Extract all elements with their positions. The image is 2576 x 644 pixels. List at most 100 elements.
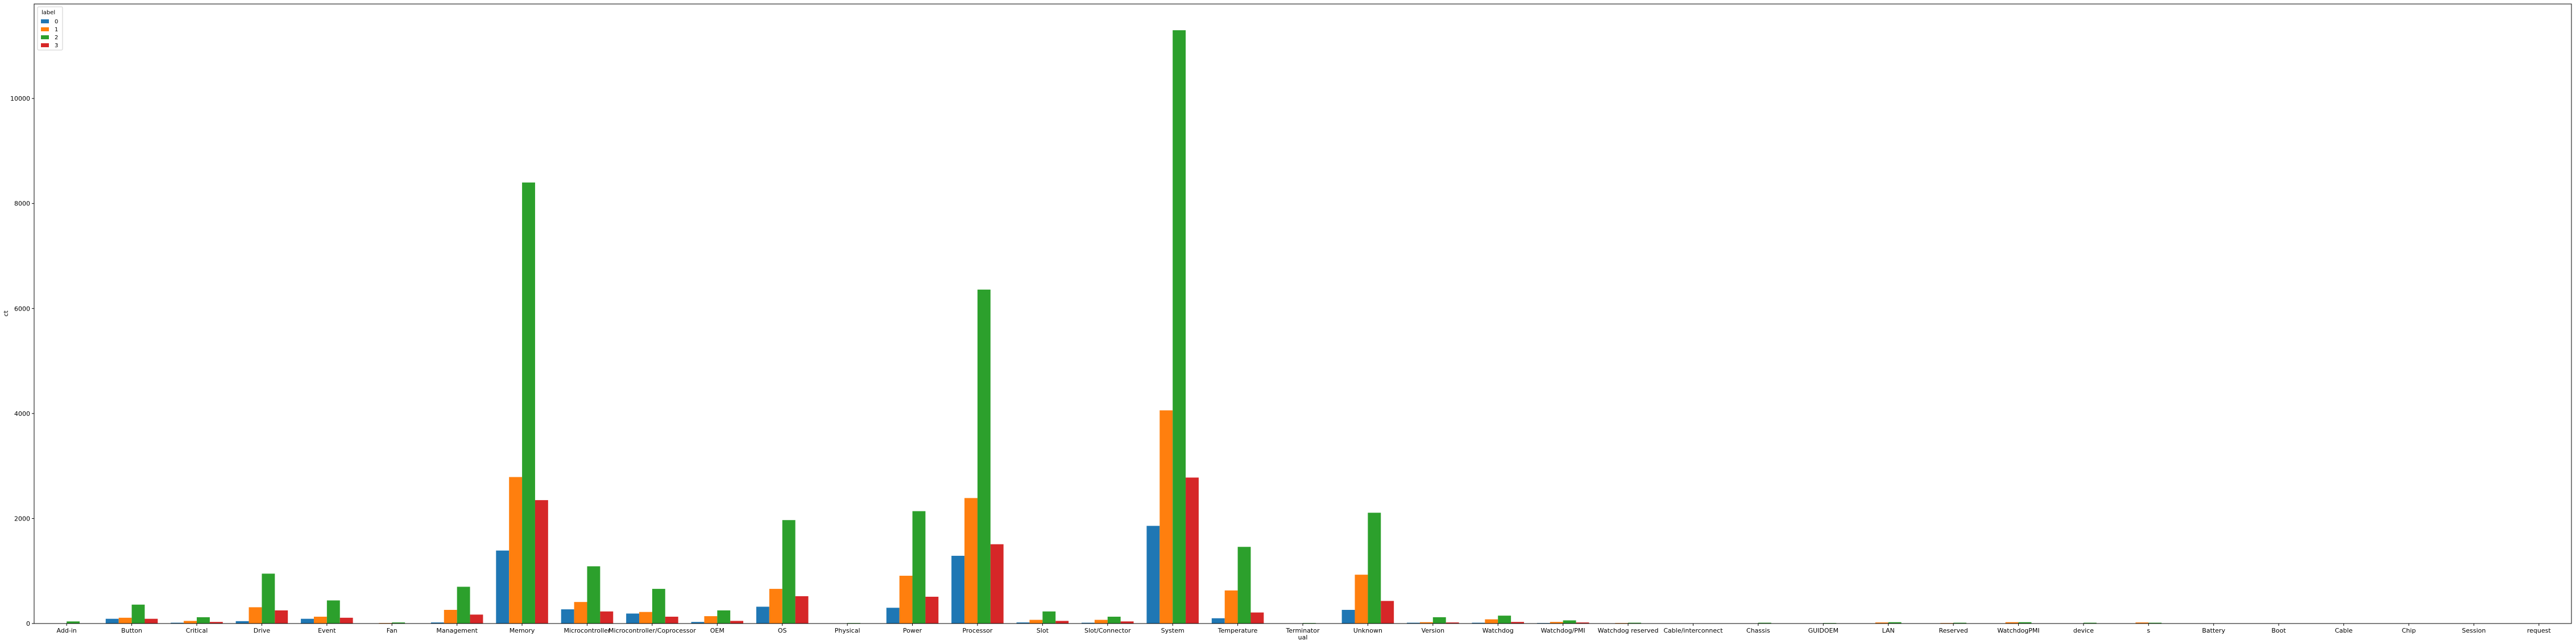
bar-drive-series-2 [262, 573, 275, 624]
bar-management-series-2 [457, 587, 470, 624]
bar-watchdog-series-2 [1498, 616, 1511, 624]
bar-button-series-3 [144, 618, 158, 624]
bar-event-series-2 [326, 600, 340, 624]
bar-management-series-3 [470, 614, 483, 624]
bar-s-series-2 [2148, 622, 2162, 624]
legend-swatch-2 [41, 35, 49, 39]
bar-watchdog-reserved-series-2 [1628, 622, 1641, 624]
bar-drive-series-0 [235, 621, 249, 624]
legend-swatch-1 [41, 27, 49, 31]
bar-slot-series-3 [1055, 621, 1069, 624]
bar-critical-series-3 [209, 622, 223, 624]
bar-temperature-series-0 [1211, 618, 1225, 624]
bar-slot-connector-series-3 [1120, 621, 1134, 624]
bar-memory-series-1 [509, 477, 523, 624]
y-tick-label: 2000 [14, 515, 30, 522]
bar-drive-series-3 [275, 610, 288, 624]
bar-os-series-2 [782, 520, 796, 624]
bar-s-series-1 [2135, 622, 2149, 624]
x-ticks: Add-in Button Critical Drive Event Fan Managem… [57, 624, 2552, 641]
bar-button-series-1 [118, 617, 132, 624]
bar-microcontroller-series-2 [587, 566, 600, 624]
bar-watchdog-series-0 [1472, 622, 1485, 624]
x-tick-label: Version [1422, 627, 1444, 634]
plot-frame [34, 3, 2572, 624]
bar-power-series-0 [886, 608, 900, 624]
x-tick-label: Watchdog/PMI [1541, 627, 1585, 634]
x-tick-label: LAN [1882, 627, 1895, 634]
bar-watchdog-pmi-series-1 [1550, 622, 1563, 624]
bar-power-series-1 [899, 576, 913, 624]
bar-power-series-3 [925, 596, 939, 624]
bar-watchdog-series-3 [1511, 622, 1524, 624]
bar-microcontroller-series-1 [574, 602, 587, 624]
x-tick-label: Watchdog reserved [1598, 627, 1659, 634]
bar-unknown-series-0 [1341, 610, 1355, 624]
x-tick-label: s [2147, 627, 2150, 634]
bar-microcontroller-coprocessor-series-0 [626, 613, 640, 624]
bar-event-series-0 [301, 618, 314, 624]
bar-watchdog-pmi-series-3 [1576, 622, 1589, 624]
x-tick-label: device [2073, 627, 2094, 634]
x-tick-label: Management [436, 627, 478, 634]
bar-critical-series-2 [197, 617, 210, 624]
bar-slot-connector-series-2 [1107, 617, 1121, 624]
plot-area [34, 4, 2571, 624]
bar-processor-series-1 [964, 498, 978, 624]
x-tick-label: OS [778, 627, 787, 634]
x-tick-label: System [1161, 627, 1185, 634]
x-tick-label: Chip [2402, 627, 2416, 634]
x-tick-label: Reserved [1939, 627, 1968, 634]
bar-oem-series-3 [730, 621, 744, 624]
bar-add-in-series-2 [67, 621, 80, 624]
x-tick-label: Boot [2271, 627, 2286, 634]
bars-layer [40, 30, 2552, 624]
x-tick-label: Session [2462, 627, 2486, 634]
bar-slot-series-2 [1042, 611, 1056, 624]
bar-microcontroller-coprocessor-series-1 [639, 612, 652, 624]
bar-critical-series-0 [171, 622, 184, 624]
bar-event-series-3 [339, 617, 353, 624]
bar-version-series-1 [1419, 622, 1433, 624]
bar-event-series-1 [313, 617, 327, 624]
bar-os-series-0 [756, 606, 769, 624]
bar-temperature-series-1 [1224, 590, 1238, 624]
bar-lan-series-1 [1875, 622, 1888, 624]
bar-processor-series-2 [977, 290, 991, 624]
bar-critical-series-1 [184, 621, 197, 624]
bar-temperature-series-2 [1237, 547, 1251, 624]
bar-version-series-2 [1432, 617, 1446, 624]
bar-version-series-0 [1407, 622, 1420, 624]
y-axis-label: ct [2, 310, 10, 316]
x-tick-label: OEM [710, 627, 724, 634]
x-tick-label: Battery [2202, 627, 2225, 634]
x-tick-label: Add-in [57, 627, 77, 634]
bar-unknown-series-1 [1355, 575, 1368, 624]
x-tick-label: Slot [1037, 627, 1049, 634]
y-tick-label: 10000 [10, 95, 30, 102]
bar-reserved-series-2 [1953, 622, 1966, 624]
y-tick-label: 8000 [14, 200, 30, 208]
legend-label-0: 0 [55, 19, 58, 25]
legend-swatch-0 [41, 19, 49, 23]
x-tick-label: Cable [2335, 627, 2353, 634]
legend-title: label [42, 10, 55, 16]
x-tick-label: Power [903, 627, 922, 634]
legend-label-2: 2 [55, 35, 58, 41]
x-tick-label: WatchdogPMI [1997, 627, 2039, 634]
bar-fan-series-2 [392, 622, 405, 624]
bar-button-series-0 [105, 618, 119, 624]
x-tick-label: Button [121, 627, 142, 634]
bar-os-series-3 [795, 596, 809, 624]
bar-oem-series-1 [704, 616, 718, 624]
x-tick-label: Physical [835, 627, 860, 634]
bar-processor-series-3 [990, 544, 1004, 624]
bar-drive-series-1 [249, 607, 262, 624]
bar-system-series-3 [1186, 477, 1199, 624]
x-tick-label: Processor [962, 627, 992, 634]
x-tick-label: ual [1298, 634, 1308, 641]
x-tick-label: request [2527, 627, 2552, 634]
bar-management-series-0 [430, 622, 444, 624]
bar-memory-series-3 [535, 500, 548, 624]
